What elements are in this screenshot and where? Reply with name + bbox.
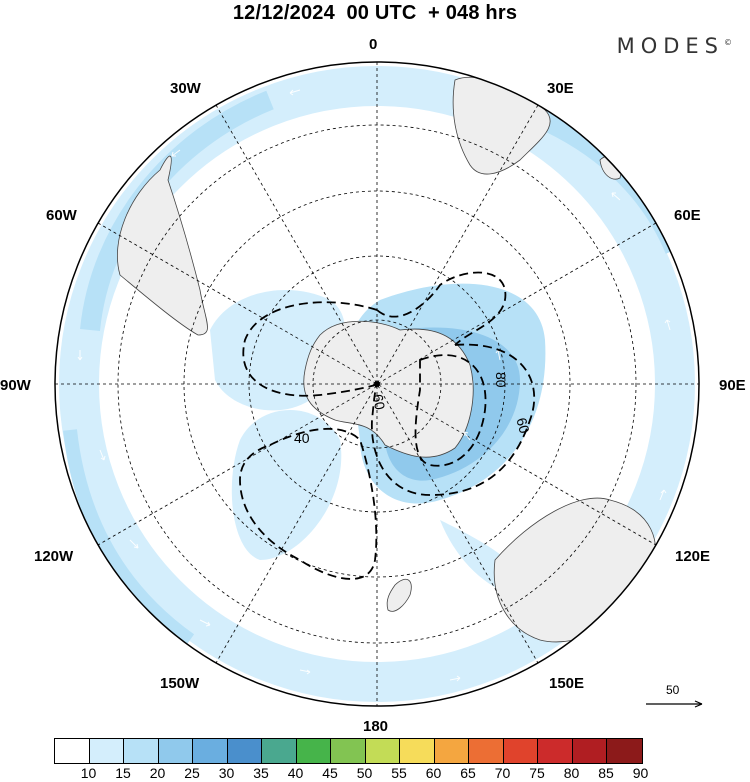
contour-label: 60 [370, 393, 388, 411]
wind-vectors [77, 89, 671, 682]
lon-label-150w: 150W [160, 675, 200, 692]
colorbar-swatch [227, 739, 262, 763]
colorbar-swatch [124, 739, 159, 763]
colorbar-tick-label: 90 [632, 765, 649, 781]
colorbar-tick-label: 80 [563, 765, 580, 781]
lon-label-60e: 60E [674, 207, 701, 224]
lon-label-0: 0 [369, 36, 378, 53]
contour-label: 80 [493, 372, 509, 388]
lon-label-120e: 120E [675, 548, 711, 565]
colorbar-tick-label: 65 [460, 765, 476, 781]
colorbar-tick-label: 20 [149, 765, 166, 781]
colorbar-swatch [503, 739, 538, 763]
colorbar-swatch [538, 739, 573, 763]
colorbar [54, 738, 643, 764]
colorbar-swatch [331, 739, 366, 763]
brand-logo: MODES© [616, 34, 732, 58]
map-frame [54, 61, 700, 707]
contours [239, 271, 535, 580]
colorbar-swatch [158, 739, 193, 763]
colorbar-tick-label: 60 [425, 765, 442, 781]
lon-label-60w: 60W [46, 207, 77, 224]
reference-vector-label: 50 [666, 683, 680, 697]
colorbar-tick-label: 40 [287, 765, 304, 781]
lon-label-150e: 150E [549, 675, 585, 692]
colorbar-tick-label: 25 [184, 765, 200, 781]
lon-label-30w: 30W [170, 80, 201, 97]
colorbar-tick-label: 45 [322, 765, 338, 781]
colorbar-swatch [400, 739, 435, 763]
colorbar-swatch [89, 739, 124, 763]
reference-vector-arrow [646, 700, 703, 708]
colorbar-swatch [193, 739, 228, 763]
colorbar-swatch [262, 739, 297, 763]
colorbar-tick-label: 15 [115, 765, 131, 781]
meridians [55, 62, 699, 706]
contour-label: 60 [513, 416, 533, 435]
colorbar-tick-label: 70 [494, 765, 511, 781]
colorbar-swatch [55, 739, 90, 763]
lon-label-30e: 30E [547, 80, 574, 97]
colorbar-swatch [434, 739, 469, 763]
colorbar-tick-label: 55 [391, 765, 407, 781]
south-pole-marker [374, 381, 380, 387]
colorbar-swatch [607, 739, 642, 763]
colorbar-tick-label: 75 [529, 765, 545, 781]
colorbar-tick-label: 30 [218, 765, 235, 781]
colorbar-ticks: 10 15 20 25 30 35 40 45 50 55 60 65 70 75 80 85 90 [0, 765, 750, 781]
lon-label-180: 180 [363, 718, 389, 735]
lon-label-90w: 90W [0, 377, 31, 394]
colorbar-tick-label: 50 [356, 765, 373, 781]
colorbar-swatch [296, 739, 331, 763]
map-title: 12/12/2024 00 UTC + 048 hrs [232, 2, 518, 24]
colorbar-tick-label: 85 [598, 765, 614, 781]
lon-label-120w: 120W [34, 548, 74, 565]
colorbar-tick-label: 35 [253, 765, 269, 781]
colorbar-swatch [469, 739, 504, 763]
contour-label: 40 [294, 430, 310, 446]
colorbar-swatch [365, 739, 400, 763]
landmasses [117, 76, 657, 643]
lon-label-90e: 90E [719, 377, 746, 394]
colorbar-tick-label: 10 [80, 765, 97, 781]
colorbar-swatch [572, 739, 607, 763]
